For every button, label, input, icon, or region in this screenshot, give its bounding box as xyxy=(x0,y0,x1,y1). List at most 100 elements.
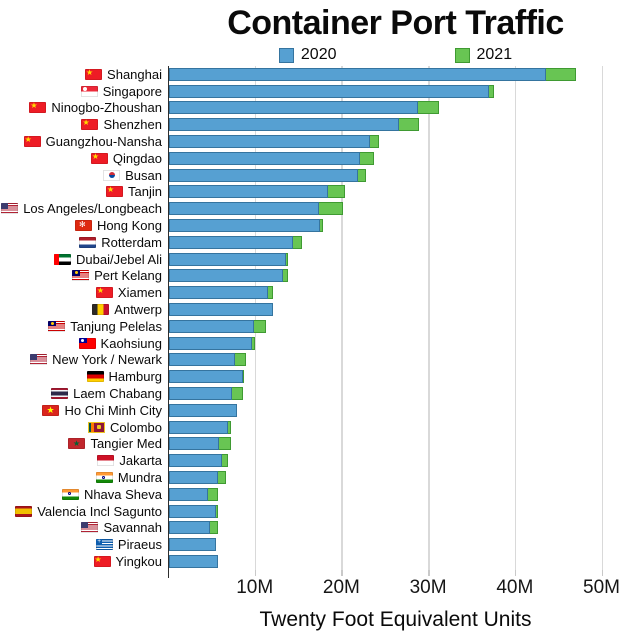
flag-my-icon xyxy=(72,270,90,282)
bar-2020 xyxy=(169,269,284,283)
port-row-label: New York / Newark xyxy=(0,352,168,367)
port-row-label: Ho Chi Minh City xyxy=(0,403,168,418)
port-row-label: Los Angeles/Longbeach xyxy=(0,201,168,216)
legend-item-2021: 2021 xyxy=(454,46,512,64)
port-row-label: Antwerp xyxy=(0,302,168,317)
port-row-label: Rotterdam xyxy=(0,235,168,250)
bar-row: Qingdao xyxy=(0,150,623,167)
flag-cn-icon xyxy=(85,68,103,80)
gridline xyxy=(341,66,343,570)
port-row-label: Tanjin xyxy=(0,184,168,199)
port-label: Pert Kelang xyxy=(94,268,162,284)
legend-swatch-2021-icon xyxy=(454,47,470,63)
port-row-label: Ninogbo-Zhoushan xyxy=(0,100,168,115)
bar-track xyxy=(168,252,623,266)
port-row-label: Singapore xyxy=(0,84,168,99)
bar-row: Guangzhou-Nansha xyxy=(0,133,623,150)
legend-swatch-2020-icon xyxy=(278,47,294,63)
port-row-label: Nhava Sheva xyxy=(0,487,168,502)
bar-row: Rotterdam xyxy=(0,234,623,251)
x-tick-label: 30M xyxy=(409,576,447,598)
bar-track xyxy=(168,303,623,317)
bar-row: Shanghai xyxy=(0,66,623,83)
bar-track xyxy=(168,67,623,81)
legend: 2020 2021 xyxy=(168,44,623,66)
bar-row: Xiamen xyxy=(0,284,623,301)
bar-row: Ninogbo-Zhoushan xyxy=(0,100,623,117)
port-label: Savannah xyxy=(103,520,162,536)
flag-id-icon xyxy=(97,455,115,467)
port-label: Tanjin xyxy=(128,184,162,200)
port-label: Hong Kong xyxy=(96,218,162,234)
port-row-label: Dubai/Jebel Ali xyxy=(0,252,168,267)
bar-2020 xyxy=(169,168,358,182)
port-row-label: Shenzhen xyxy=(0,117,168,132)
port-row-label: Hong Kong xyxy=(0,218,168,233)
port-row-label: Kaohsiung xyxy=(0,336,168,351)
port-label: Ninogbo-Zhoushan xyxy=(51,100,162,116)
port-row-label: Tangier Med xyxy=(0,436,168,451)
port-row-label: Mundra xyxy=(0,470,168,485)
bar-2020 xyxy=(169,387,233,401)
port-label: Rotterdam xyxy=(101,234,162,250)
bar-2020 xyxy=(169,303,274,317)
bar-track xyxy=(168,454,623,468)
bar-track xyxy=(168,471,623,485)
flag-in-icon xyxy=(61,488,79,500)
flag-cn-icon xyxy=(106,186,124,198)
bar-row: Savannah xyxy=(0,520,623,537)
legend-item-2020: 2020 xyxy=(278,46,337,64)
bar-track xyxy=(168,521,623,535)
bar-track xyxy=(168,487,623,501)
x-tick-mark xyxy=(341,569,343,576)
flag-es-icon xyxy=(15,505,33,517)
bar-2020 xyxy=(169,454,222,468)
port-label: Hamburg xyxy=(108,369,162,385)
x-tick-mark xyxy=(254,569,257,576)
bar-2020 xyxy=(169,487,208,501)
port-row-label: Busan xyxy=(0,168,168,183)
flag-in-icon xyxy=(95,472,113,484)
bar-track xyxy=(168,403,623,417)
port-label: Singapore xyxy=(102,83,162,99)
bar-2020 xyxy=(169,202,319,216)
bar-2020 xyxy=(169,118,399,132)
port-row-label: Laem Chabang xyxy=(0,386,168,401)
flag-gr-icon xyxy=(95,539,113,551)
port-label: Xiamen xyxy=(117,285,162,301)
bar-2020 xyxy=(169,67,547,81)
bar-track xyxy=(168,420,623,434)
flag-kr-icon xyxy=(103,169,121,181)
port-row-label: Jakarta xyxy=(0,453,168,468)
x-tick-mark xyxy=(514,569,517,576)
bar-track xyxy=(168,286,623,300)
bar-track xyxy=(168,101,623,115)
flag-my-icon xyxy=(48,320,66,332)
bar-2020 xyxy=(169,235,294,249)
x-tick-label: 20M xyxy=(322,576,360,598)
port-label: Qingdao xyxy=(112,150,162,166)
bar-row: Colombo xyxy=(0,419,623,436)
bar-2020 xyxy=(169,370,243,384)
port-row-label: Shanghai xyxy=(0,67,168,82)
bar-row: New York / Newark xyxy=(0,352,623,369)
port-label: Dubai/Jebel Ali xyxy=(76,251,162,267)
bar-2020 xyxy=(169,135,371,149)
port-label: Piraeus xyxy=(117,537,162,553)
flag-de-icon xyxy=(86,371,104,383)
x-tick-label: 10M xyxy=(236,576,274,598)
port-label: Shanghai xyxy=(107,66,162,82)
gridline xyxy=(514,66,517,570)
bar-track xyxy=(168,387,623,401)
flag-cn-icon xyxy=(93,556,111,567)
chart-body: ShanghaiSingaporeNinogbo-ZhoushanShenzhe… xyxy=(0,66,623,570)
gridline xyxy=(601,66,603,570)
port-label: Kaohsiung xyxy=(100,335,162,351)
bar-row: Kaohsiung xyxy=(0,335,623,352)
bar-2020 xyxy=(169,504,216,518)
bar-row: Ho Chi Minh City xyxy=(0,402,623,419)
port-row-label: Xiamen xyxy=(0,285,168,300)
bar-row: Busan xyxy=(0,167,623,184)
plot-area: ShanghaiSingaporeNinogbo-ZhoushanShenzhe… xyxy=(0,66,623,578)
